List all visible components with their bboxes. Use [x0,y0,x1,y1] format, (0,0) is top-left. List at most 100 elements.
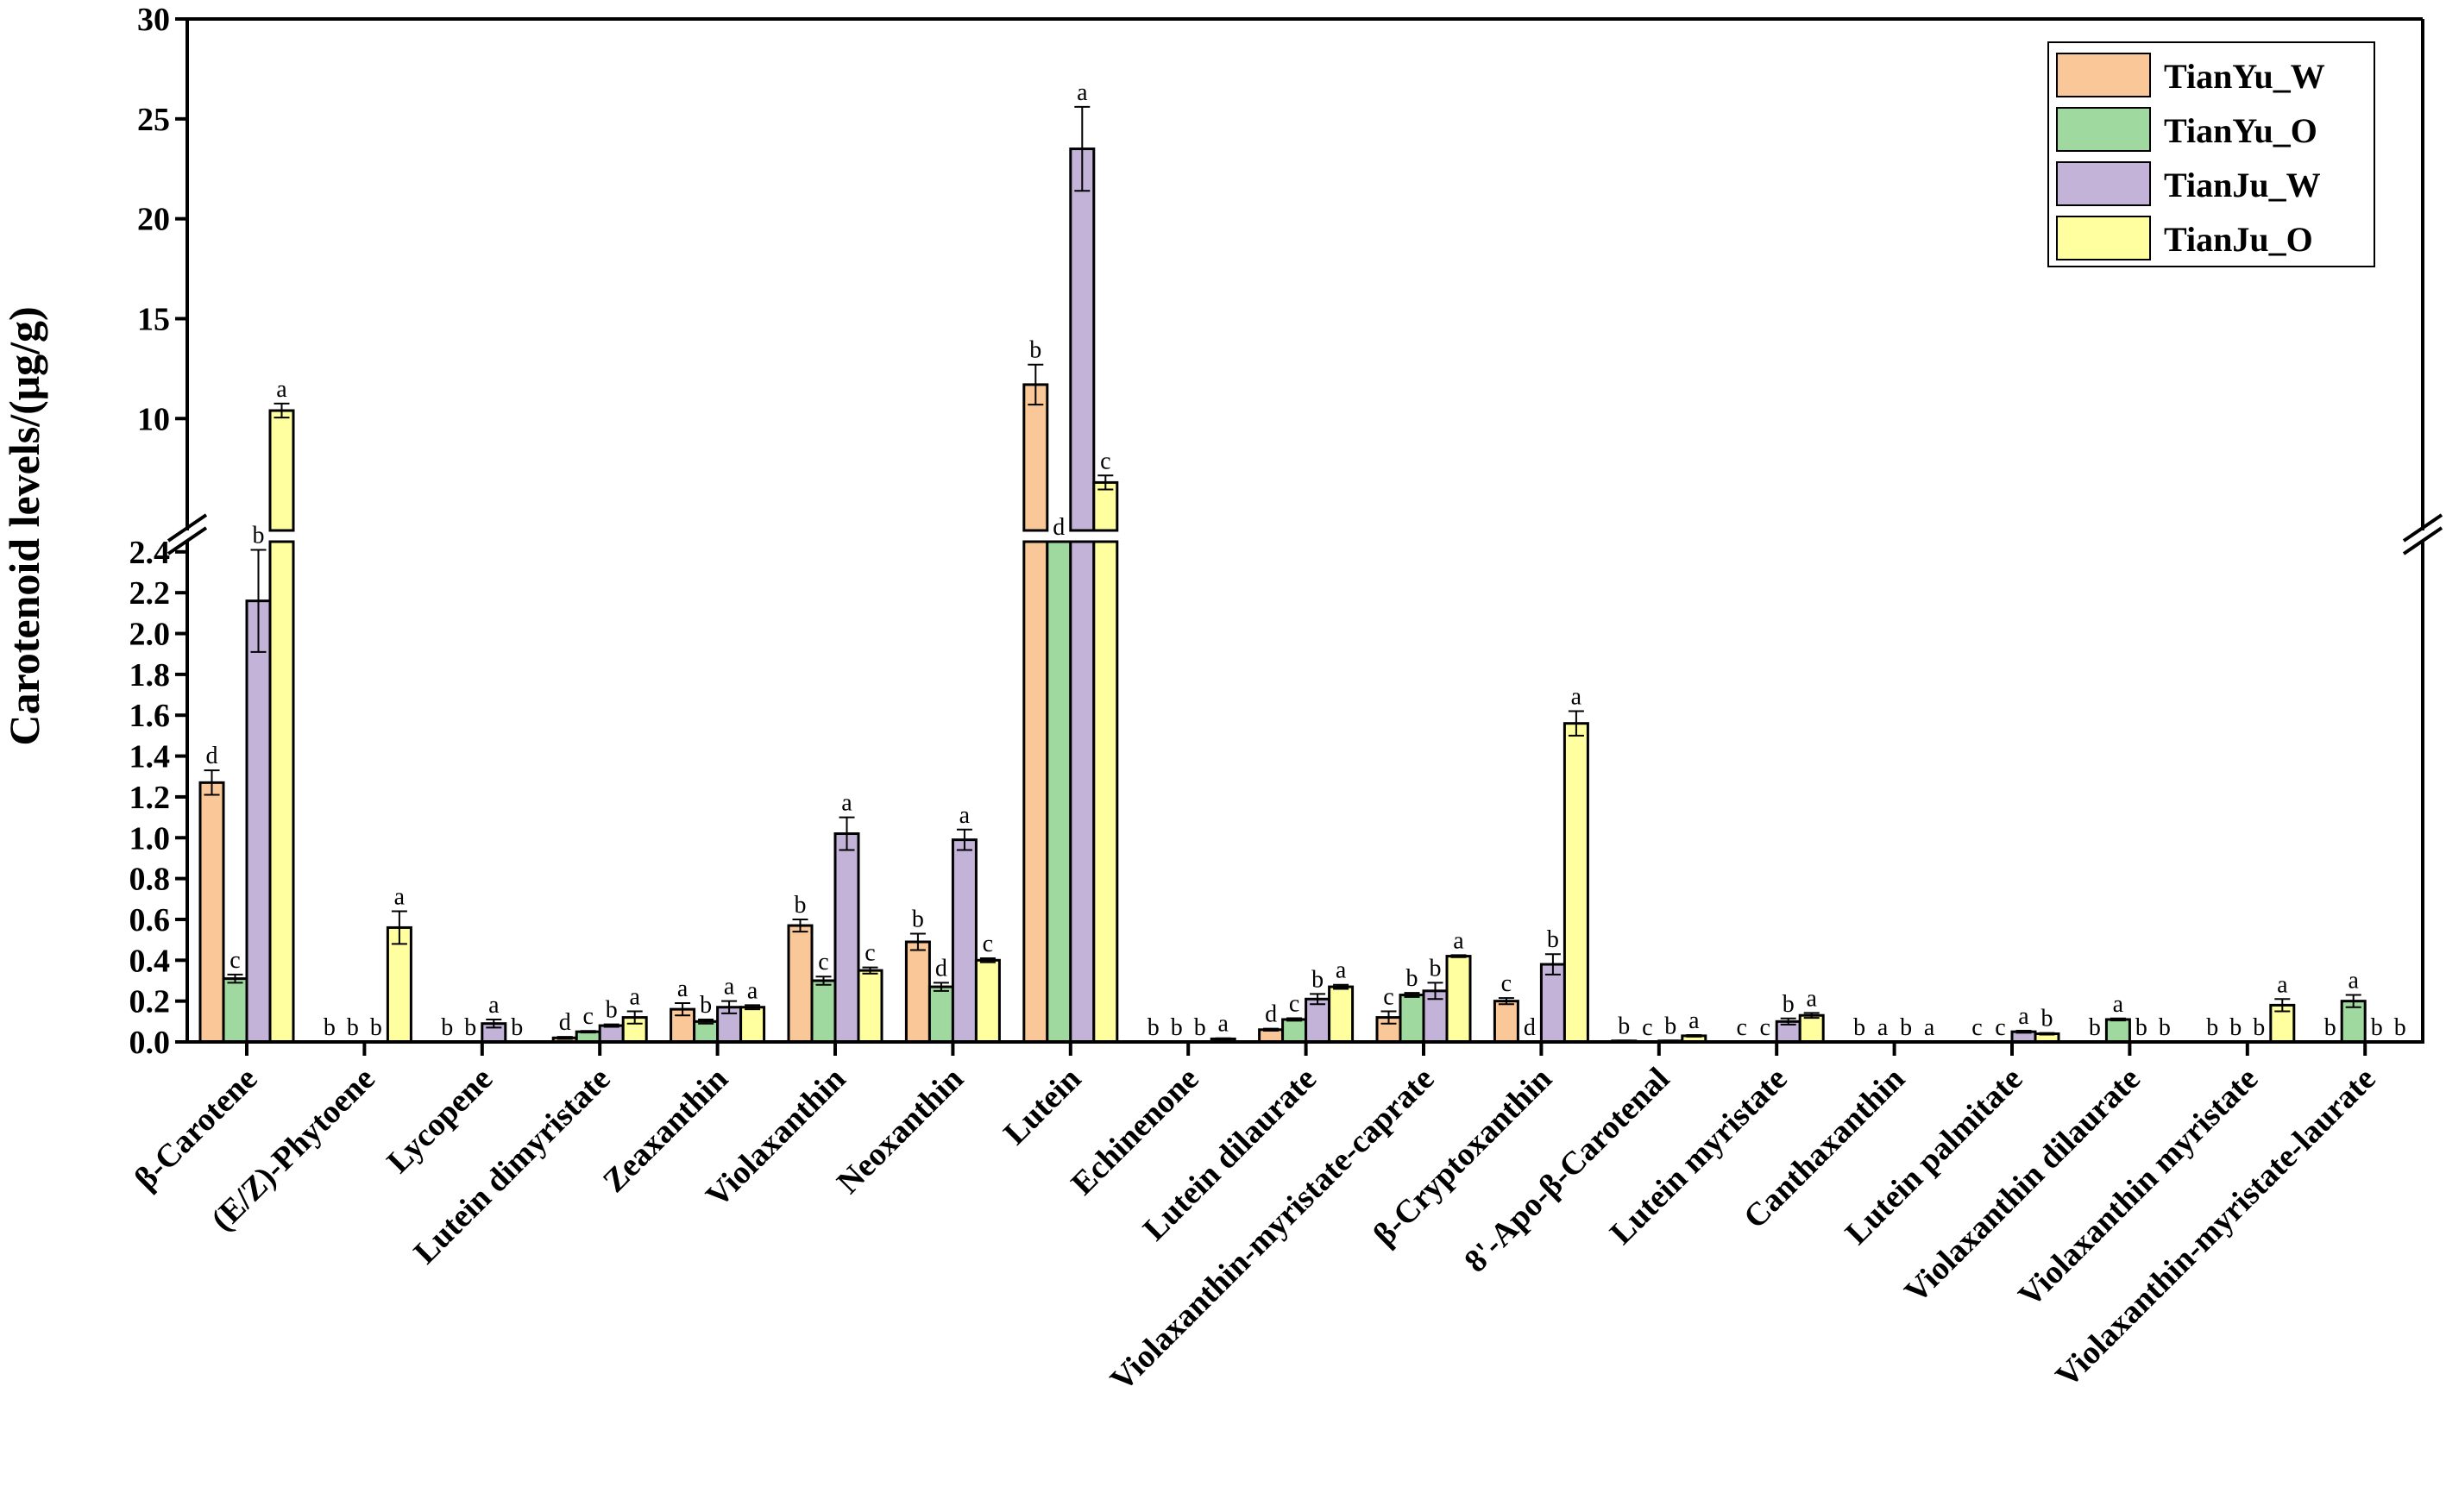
significance-letter: b [1664,1013,1676,1039]
significance-letter: a [2277,971,2288,998]
bar [1046,540,1072,1044]
y-tick-label: 10 [137,401,170,437]
bar [2104,1018,2131,1044]
bar [927,985,954,1044]
y-tick-label: 0.4 [129,943,171,979]
y-tick-label: 2.2 [129,575,171,612]
y-tick-label: 1.4 [129,739,171,775]
significance-letter: c [865,940,875,967]
significance-letter: a [1336,957,1347,984]
significance-letter: b [1430,955,1442,982]
bar [833,832,860,1044]
significance-letter: b [2371,1014,2383,1041]
legend-label: TianYu_W [2164,57,2325,96]
significance-letter: a [724,974,735,1001]
legend-swatch [2056,216,2151,260]
significance-letter: d [935,955,947,982]
x-tick-label: 8'-Apo-β-Carotenal [1457,1061,1676,1280]
significance-letter: a [959,802,971,829]
bar [739,1006,766,1044]
bar [787,924,814,1044]
legend-label: TianJu_W [2164,166,2321,204]
significance-letter: c [1995,1014,2005,1041]
y-tick-label: 0.0 [129,1025,171,1061]
bar [1069,147,1096,532]
bar [1539,963,1566,1044]
significance-letter: c [1383,983,1393,1010]
bar [1493,1000,1519,1044]
significance-letter: a [1877,1014,1889,1041]
y-tick-label: 1.0 [129,820,171,856]
significance-letter: b [464,1014,476,1041]
axis-break-mark [2402,513,2443,543]
y-tick-label: 1.8 [129,657,171,693]
bar [1092,540,1119,1044]
bar [904,940,931,1044]
significance-letter: a [488,992,500,1019]
significance-letter: b [2089,1014,2101,1041]
x-tick-label: Violaxanthin myristate [2011,1061,2265,1314]
significance-letter: b [2159,1014,2171,1041]
significance-letter: a [2348,968,2359,994]
axis-break-mark [2402,526,2443,555]
legend-label: TianJu_O [2164,220,2313,259]
y-tick-label: 30 [137,2,170,38]
bar [951,838,978,1044]
x-tick-label: Lutein [997,1061,1088,1152]
y-axis-title: Carotenoid levels/(μg/g) [0,306,48,745]
significance-letter: c [1100,448,1110,474]
significance-letter: c [582,1003,593,1030]
significance-letter: a [1571,683,1582,710]
significance-letter: c [1642,1014,1652,1041]
y-tick-label: 0.2 [129,984,171,1020]
bar [1798,1013,1825,1044]
bar [1022,540,1049,1044]
significance-letter: d [1265,1001,1277,1028]
significance-letter: b [370,1014,382,1041]
significance-letter: c [1759,1014,1770,1041]
x-tick-label: Neoxanthin [830,1061,971,1201]
bar [1328,985,1355,1044]
significance-letter: d [1524,1014,1536,1041]
significance-letter: a [1924,1014,1935,1041]
bar [857,969,883,1044]
significance-letter: a [1806,985,1817,1012]
x-tick-label: Lutein dimyristate [407,1061,618,1271]
significance-letter: b [1029,337,1041,364]
significance-letter: a [1688,1007,1700,1034]
significance-letter: b [1194,1014,1206,1041]
bar [693,1020,720,1044]
x-tick-label: Violaxanthin dilaurate [1898,1061,2147,1310]
legend-swatch [2056,53,2151,97]
bar [598,1024,625,1044]
significance-letter: a [677,976,689,1002]
y-tick-label: 2.4 [129,535,171,571]
bar [1069,540,1096,1044]
legend-label: TianYu_O [2164,111,2317,150]
significance-letter: c [1971,1014,1982,1041]
bar [1445,955,1472,1044]
significance-letter: b [2253,1014,2265,1041]
bar [222,977,248,1044]
significance-letter: c [818,949,828,976]
significance-letter: a [1453,927,1464,954]
y-tick-label: 20 [137,202,170,238]
y-tick-label: 0.6 [129,902,171,938]
significance-letter: d [206,743,218,769]
significance-letter: b [1547,926,1559,953]
significance-letter: b [253,522,265,549]
significance-letter: a [2018,1003,2029,1030]
significance-letter: b [2135,1014,2147,1041]
bar [1022,383,1049,532]
significance-letter: b [700,992,712,1019]
significance-letter: a [841,790,852,817]
significance-letter: d [1053,514,1065,541]
significance-letter: a [2113,991,2124,1018]
significance-letter: b [1171,1014,1183,1041]
significance-letter: b [1900,1014,1912,1041]
bar [810,979,837,1044]
legend: TianYu_W TianYu_O TianJu_W TianJu_O [2047,41,2375,267]
bar [1563,722,1589,1044]
bar [268,540,295,1044]
